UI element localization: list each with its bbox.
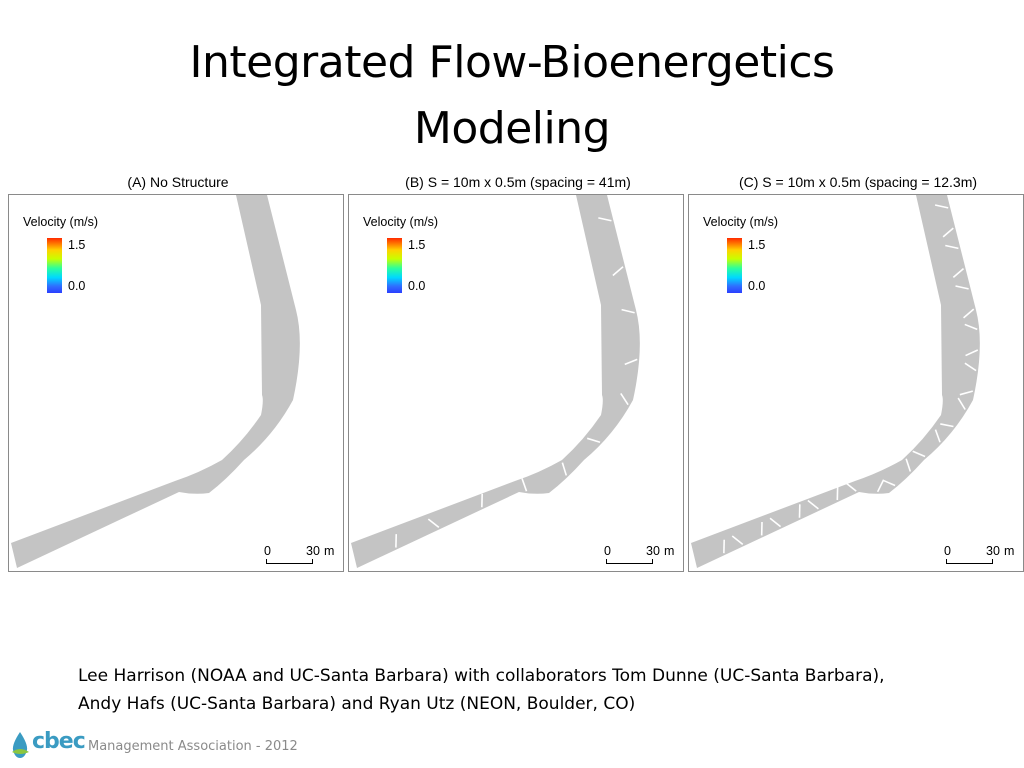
credits: Lee Harrison (NOAA and UC-Santa Barbara)… [78, 662, 1008, 718]
slide-title-line1: Integrated Flow-Bioenergetics [189, 37, 835, 88]
flow-structure [963, 308, 975, 319]
footer-brand-logo: cbec [32, 729, 86, 754]
flow-structure [945, 244, 959, 250]
slide-title: Integrated Flow-Bioenergetics Modeling [0, 30, 1024, 162]
water-drop-icon [12, 732, 29, 758]
scale-unit-label: m [664, 544, 675, 558]
scale-end-label: 30 [306, 544, 320, 558]
flow-structure [905, 458, 912, 472]
scale-bar [266, 559, 313, 564]
legend-min-label: 0.0 [748, 279, 766, 293]
legend-min-label: 0.0 [408, 279, 426, 293]
scale-unit-label: m [1004, 544, 1015, 558]
flow-structure [959, 390, 974, 396]
legend-max-label: 1.5 [408, 238, 426, 252]
panel-c: Velocity (m/s) 1.5 0.0 0 30 m [688, 194, 1024, 572]
flow-structure [964, 323, 978, 331]
legend-min-label: 0.0 [68, 279, 86, 293]
river-channel [11, 195, 300, 568]
flow-structure [769, 517, 782, 528]
flow-structure [942, 227, 954, 238]
river-channel-map [351, 195, 640, 568]
river-channel [691, 195, 980, 568]
flow-structure [965, 349, 979, 357]
slide-title-line2: Modeling [413, 103, 611, 154]
flow-structure [586, 437, 601, 443]
legend-max-label: 1.5 [68, 238, 86, 252]
flow-structure [624, 358, 638, 366]
flow-structure [807, 499, 819, 510]
panel-a: Velocity (m/s) 1.5 0.0 0 30 m [8, 194, 344, 572]
scale-start-label: 0 [264, 544, 271, 558]
flow-structure [598, 217, 612, 222]
flow-structure [952, 268, 965, 278]
flow-structure [620, 392, 629, 406]
flow-structure [882, 479, 896, 487]
velocity-legend-title: Velocity (m/s) [703, 215, 779, 229]
credits-line1: Lee Harrison (NOAA and UC-Santa Barbara)… [78, 666, 885, 686]
scale-bar [606, 559, 653, 564]
channel-structures [395, 217, 638, 548]
flow-structure [955, 285, 969, 290]
flow-structure [912, 450, 926, 458]
flow-structure [845, 482, 857, 492]
credits-line2: Andy Hafs (UC-Santa Barbara) and Ryan Ut… [78, 694, 636, 714]
river-channel [351, 195, 640, 568]
flow-structure [612, 266, 624, 277]
scale-end-label: 30 [986, 544, 1000, 558]
flow-structure [934, 204, 949, 209]
scale-bar [946, 559, 993, 564]
scale-start-label: 0 [604, 544, 611, 558]
flow-structure [964, 362, 977, 372]
velocity-color-bar [387, 238, 402, 293]
panel-c-caption: (C) S = 10m x 0.5m (spacing = 12.3m) [738, 174, 978, 190]
velocity-color-bar [47, 238, 62, 293]
flow-structure [561, 462, 568, 476]
river-channel-map [11, 195, 300, 568]
flow-structure [521, 478, 528, 492]
velocity-legend-title: Velocity (m/s) [23, 215, 99, 229]
panel-a-caption: (A) No Structure [127, 174, 229, 190]
flow-structure [621, 308, 635, 314]
flow-structure [731, 535, 744, 545]
flow-structure [934, 429, 941, 443]
flow-structure [940, 423, 954, 428]
channel-structures [723, 204, 979, 554]
velocity-legend-title: Velocity (m/s) [363, 215, 439, 229]
footer-tagline: Management Association - 2012 [88, 739, 298, 754]
river-channel-map [691, 195, 980, 568]
flow-structure [957, 397, 966, 410]
scale-unit-label: m [324, 544, 335, 558]
panel-b: Velocity (m/s) 1.5 0.0 0 30 m [348, 194, 684, 572]
scale-start-label: 0 [944, 544, 951, 558]
panel-b-caption: (B) S = 10m x 0.5m (spacing = 41m) [405, 174, 631, 190]
scale-end-label: 30 [646, 544, 660, 558]
flow-structure [876, 479, 885, 493]
velocity-color-bar [727, 238, 742, 293]
legend-max-label: 1.5 [748, 238, 766, 252]
flow-structure [427, 518, 440, 529]
